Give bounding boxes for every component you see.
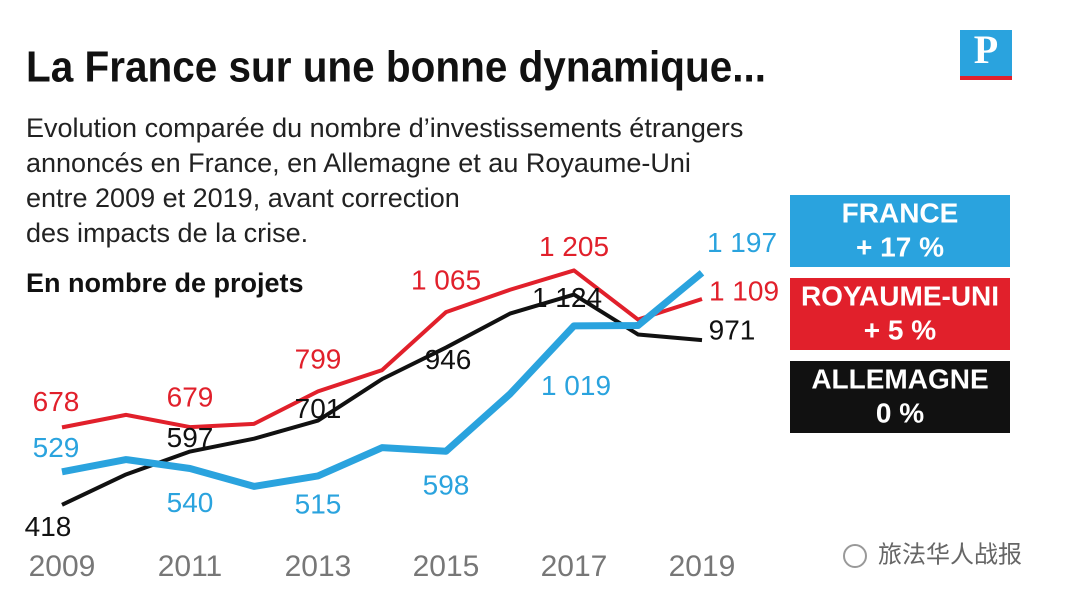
subtitle: entre 2009 et 2019, avant correction bbox=[26, 183, 460, 213]
logo-box bbox=[960, 30, 1012, 80]
value-label: 1 197 bbox=[707, 227, 777, 258]
subtitle: des impacts de la crise. bbox=[26, 218, 308, 248]
x-tick-label: 2011 bbox=[158, 550, 223, 583]
legend-change: + 17 % bbox=[856, 231, 944, 262]
value-label: 598 bbox=[423, 470, 470, 501]
value-label: 1 205 bbox=[539, 231, 609, 262]
watermark-icon bbox=[843, 544, 867, 568]
subtitle: Evolution comparée du nombre d’investiss… bbox=[26, 113, 743, 143]
legend-name: FRANCE bbox=[842, 197, 959, 228]
value-label: 679 bbox=[167, 381, 214, 412]
watermark: 旅法华人战报 bbox=[878, 541, 1022, 568]
value-label: 515 bbox=[295, 488, 342, 519]
line-1 bbox=[61, 268, 703, 430]
x-tick-label: 2013 bbox=[285, 550, 352, 583]
legend-change: 0 % bbox=[876, 397, 924, 428]
x-tick-label: 2019 bbox=[669, 550, 736, 583]
value-label: 1 124 bbox=[532, 282, 602, 313]
value-label: 1 109 bbox=[709, 275, 779, 306]
subtitle: annoncés en France, en Allemagne et au R… bbox=[26, 148, 691, 178]
value-label: 529 bbox=[33, 432, 80, 463]
value-label: 701 bbox=[295, 393, 342, 424]
value-label: 971 bbox=[709, 315, 756, 346]
chart-title: La France sur une bonne dynamique... bbox=[26, 43, 766, 92]
value-label: 799 bbox=[295, 344, 342, 375]
value-label: 1 065 bbox=[411, 265, 481, 296]
legend-name: ALLEMAGNE bbox=[811, 363, 988, 394]
value-label: 418 bbox=[25, 511, 72, 542]
value-label: 946 bbox=[425, 344, 472, 375]
y-label: En nombre de projets bbox=[26, 268, 304, 298]
value-label: 540 bbox=[167, 487, 214, 518]
line-2 bbox=[61, 292, 703, 507]
legend-change: + 5 % bbox=[864, 314, 936, 345]
line-0 bbox=[61, 270, 705, 490]
legend-box bbox=[790, 278, 1010, 350]
x-tick-label: 2009 bbox=[29, 550, 96, 583]
value-label: 597 bbox=[167, 422, 214, 453]
legend-box bbox=[790, 361, 1010, 433]
x-tick-label: 2015 bbox=[413, 550, 480, 583]
legend-box bbox=[790, 195, 1010, 267]
value-label: 678 bbox=[33, 386, 80, 417]
logo: P bbox=[974, 27, 998, 72]
legend-name: ROYAUME-UNI bbox=[801, 280, 999, 311]
x-tick-label: 2017 bbox=[541, 550, 608, 583]
value-label: 1 019 bbox=[541, 370, 611, 401]
